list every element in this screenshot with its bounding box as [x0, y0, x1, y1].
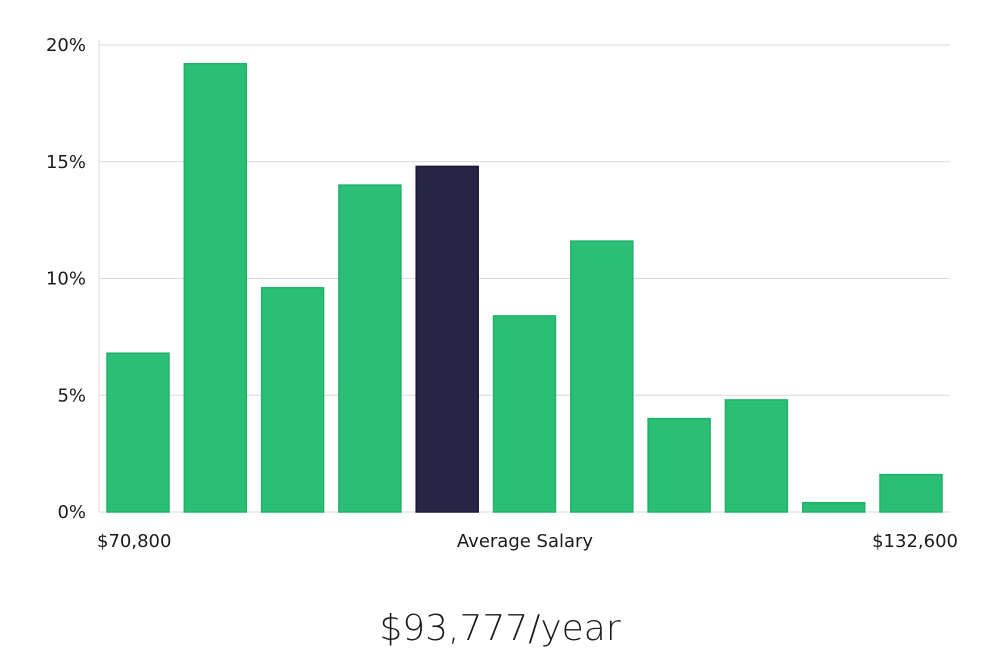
salary-histogram: 0% 5% 10% 15% 20% $70,800 Average Salary $13… [46, 35, 958, 552]
bar [879, 473, 943, 513]
y-tick-label: 10% [46, 269, 86, 290]
y-tick-label: 15% [46, 152, 86, 173]
y-tick-labels: 0% 5% 10% 15% 20% [46, 35, 86, 523]
bar [260, 287, 325, 513]
bar [570, 240, 634, 513]
y-tick-label: 20% [46, 35, 86, 56]
average-salary-value: $93,777/year [379, 608, 621, 649]
bars [106, 62, 943, 513]
bar [183, 62, 248, 513]
bar [338, 184, 402, 513]
bar [492, 315, 557, 513]
bar [724, 399, 789, 513]
x-max-label: $132,600 [872, 531, 958, 552]
bar [801, 501, 866, 513]
bar-highlighted [415, 165, 479, 513]
bar [106, 352, 170, 513]
bar [647, 417, 711, 513]
x-min-label: $70,800 [97, 531, 171, 552]
y-tick-label: 5% [57, 385, 86, 406]
y-tick-label: 0% [57, 502, 86, 523]
x-axis-title: Average Salary [457, 531, 594, 552]
